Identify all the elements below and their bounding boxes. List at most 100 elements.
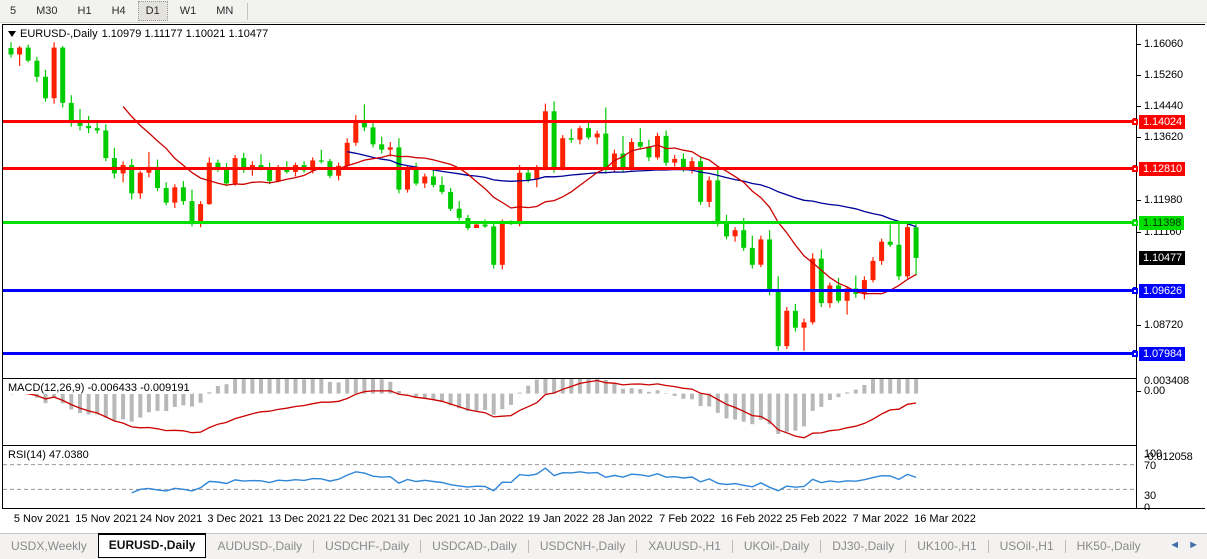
rsi-pane[interactable]: RSI(14) 47.0380 (3, 445, 1136, 508)
price-tick (1137, 231, 1141, 233)
macd-canvas (10, 379, 919, 439)
scale-separator (1136, 25, 1137, 508)
time-axis-label: 28 Jan 2022 (592, 513, 653, 525)
tab-divider (905, 540, 907, 553)
price-tag-red: 1.12810 (1139, 161, 1186, 176)
price-tag-blue: 1.09626 (1139, 283, 1186, 298)
rsi-scale-label: 70 (1144, 460, 1157, 472)
price-tag-black: 1.10477 (1139, 251, 1186, 265)
chart-tab-usoil-h1[interactable]: USOil-,H1 (999, 539, 1054, 553)
time-axis-label: 19 Jan 2022 (527, 513, 589, 525)
price-tick (1137, 105, 1141, 107)
level-marker[interactable] (1132, 118, 1138, 125)
symbol-text: EURUSD-,Daily (20, 28, 98, 40)
time-axis-label: 16 Mar 2022 (914, 513, 976, 525)
chart-tab-ukoil-daily[interactable]: UKOil-,Daily (743, 539, 810, 553)
time-axis-label: 5 Nov 2021 (13, 513, 71, 525)
timeframe-button-d1[interactable]: D1 (137, 1, 168, 21)
tab-divider (820, 540, 822, 553)
timeframe-button-mn[interactable]: MN (216, 5, 234, 17)
level-marker[interactable] (1132, 165, 1138, 172)
chart-tab-hk50-daily[interactable]: HK50-,Daily (1076, 539, 1141, 553)
level-line-pivot-green[interactable] (3, 219, 1136, 226)
chart-tab-xauusd-h1[interactable]: XAUUSD-,H1 (648, 539, 721, 553)
tab-next-arrow[interactable]: ► (1188, 539, 1199, 551)
ohlc-text: 1.10979 1.11177 1.10021 1.10477 (101, 28, 269, 40)
timeframe-button-h4[interactable]: H4 (111, 5, 126, 17)
candlestick-canvas (8, 42, 919, 351)
price-pane[interactable]: EURUSD-,Daily 1.10979 1.11177 1.10021 1.… (3, 25, 1136, 376)
chart-tab-eurusd-daily[interactable]: EURUSD-,Daily (97, 533, 207, 558)
time-axis-label: 25 Feb 2022 (785, 513, 847, 525)
macd-tick (1137, 391, 1141, 392)
macd-scale-label: -0.012058 (1144, 451, 1193, 463)
chart-symbol-label: EURUSD-,Daily 1.10979 1.11177 1.10021 1.… (8, 28, 271, 40)
chart-tab-usdcnh-daily[interactable]: USDCNH-,Daily (539, 539, 626, 553)
macd-scale-label: 0.00 (1144, 385, 1166, 397)
price-tick (1137, 325, 1141, 327)
rsi-canvas (3, 464, 1136, 494)
price-tick-label: 1.16060 (1144, 37, 1184, 50)
tab-divider (731, 540, 733, 553)
chart-tab-dj30-daily[interactable]: DJ30-,Daily (832, 539, 895, 553)
price-tick-label: 1.14440 (1144, 99, 1184, 112)
level-line-resistance-2[interactable] (3, 165, 1136, 171)
tab-divider (987, 540, 989, 553)
price-tick-label: 1.11980 (1144, 194, 1183, 207)
chart-tab-usdcad-daily[interactable]: USDCAD-,Daily (432, 539, 517, 553)
price-tick-label: 1.13620 (1144, 131, 1184, 144)
tab-divider (1064, 540, 1066, 553)
tab-divider (420, 540, 422, 553)
price-tick-label: 1.15260 (1144, 68, 1184, 81)
timeframe-button-w1[interactable]: W1 (179, 5, 197, 17)
timeframe-button-5[interactable]: 5 (10, 5, 17, 17)
tab-divider (313, 540, 315, 553)
level-line-resistance-1[interactable] (3, 118, 1136, 125)
chart-tab-bar: USDX,Weekly EURUSD-,Daily AUDUSD-,Daily USD… (0, 533, 1207, 559)
time-axis-label: 31 Dec 2021 (397, 513, 461, 525)
toolbar-divider (247, 2, 249, 20)
tab-prev-arrow[interactable]: ◄ (1169, 539, 1181, 551)
time-axis-label: 24 Nov 2021 (139, 513, 203, 525)
chart-tab-usdchf-daily[interactable]: USDCHF-,Daily (325, 539, 410, 553)
price-tick (1137, 74, 1141, 76)
level-marker[interactable] (1132, 287, 1138, 294)
tab-divider (527, 540, 529, 553)
macd-label: MACD(12,26,9) -0.006433 -0.009191 (8, 382, 192, 394)
level-line-support-2[interactable] (3, 350, 1136, 357)
timeframe-toolbar: 5 M30 H1 H4 D1 W1 MN (0, 0, 1207, 23)
price-tick-label: 1.08720 (1144, 319, 1184, 332)
level-line-support-1[interactable] (3, 287, 1136, 294)
time-axis: 5 Nov 2021 15 Nov 2021 24 Nov 2021 3 Dec 20… (2, 510, 1205, 532)
rsi-scale-label: 100 (1144, 448, 1163, 460)
chart-tab-uk100-h1[interactable]: UK100-,H1 (917, 539, 977, 553)
time-axis-label: 22 Dec 2021 (333, 513, 396, 525)
time-axis-label: 3 Dec 2021 (207, 513, 264, 525)
rsi-scale-label: 0 (1144, 502, 1151, 514)
price-scale[interactable]: 1.16060 1.15260 1.14440 1.13620 1.11980 1.111… (1132, 25, 1205, 514)
chart-tab-audusd-daily[interactable]: AUDUSD-,Daily (217, 539, 303, 553)
price-tag-green: 1.11398 (1139, 215, 1185, 230)
tab-nav: ◄ ► (1169, 534, 1207, 551)
timeframe-button-h1[interactable]: H1 (77, 5, 92, 17)
time-axis-label: 7 Mar 2022 (852, 513, 909, 525)
level-marker[interactable] (1132, 219, 1138, 226)
price-tag-red: 1.14024 (1139, 114, 1186, 129)
price-tick (1137, 200, 1141, 202)
time-axis-label: 7 Feb 2022 (659, 513, 715, 525)
time-axis-label: 15 Nov 2021 (75, 513, 138, 525)
macd-pane[interactable]: MACD(12,26,9) -0.006433 -0.009191 (3, 378, 1136, 444)
price-tag-blue: 1.07984 (1139, 346, 1186, 361)
chevron-down-icon[interactable] (8, 31, 16, 37)
time-axis-label: 13 Dec 2021 (268, 513, 332, 525)
level-marker[interactable] (1132, 350, 1138, 357)
rsi-scale-label: 30 (1144, 490, 1157, 502)
tab-divider (636, 540, 638, 553)
time-axis-label: 16 Feb 2022 (720, 513, 783, 525)
chart-frame: EURUSD-,Daily 1.10979 1.11177 1.10021 1.… (2, 24, 1205, 514)
timeframe-button-m30[interactable]: M30 (36, 5, 58, 17)
rsi-label: RSI(14) 47.0380 (8, 449, 91, 461)
price-tick (1137, 43, 1141, 45)
macd-scale-label: 0.003408 (1144, 375, 1190, 387)
chart-tab-usdx-weekly[interactable]: USDX,Weekly (11, 539, 87, 553)
